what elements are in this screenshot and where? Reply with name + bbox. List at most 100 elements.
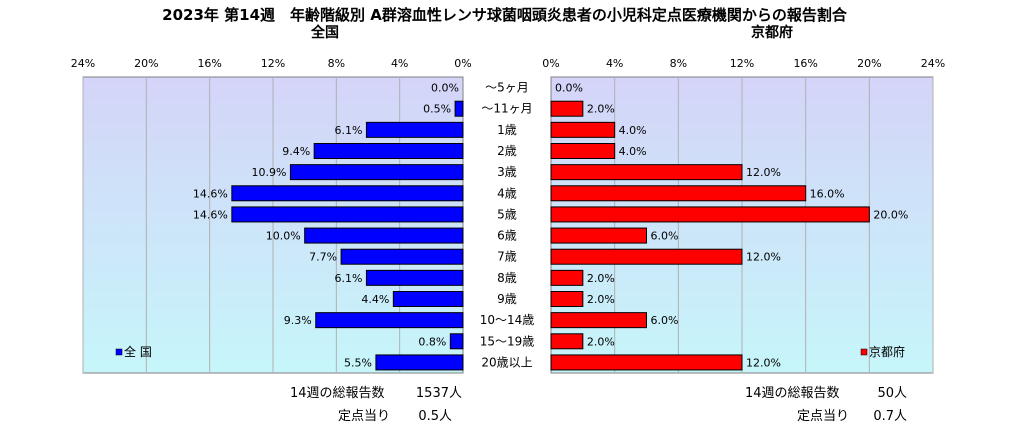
kyoto-bar <box>550 121 616 138</box>
national-data-label: 0.0% <box>431 82 459 95</box>
national-data-label: 14.6% <box>193 208 228 221</box>
national-panel-title: 全国 <box>311 25 339 41</box>
category-label: 8歳 <box>497 271 517 285</box>
category-label: 15～19歳 <box>480 334 535 348</box>
kyoto-data-label: 20.0% <box>873 208 908 221</box>
kyoto-tick-label: 8% <box>670 57 687 70</box>
category-label: ～5ヶ月 <box>485 81 529 95</box>
category-label: ～11ヶ月 <box>481 102 532 116</box>
national-per-site-value: 0.5人 <box>418 409 452 424</box>
kyoto-per-site-label: 定点当り <box>797 409 850 424</box>
kyoto-panel-title: 京都府 <box>751 25 793 41</box>
kyoto-tick-label: 20% <box>857 57 881 70</box>
national-tick-label: 16% <box>197 57 221 70</box>
category-label: 20歳以上 <box>481 355 532 369</box>
category-label: 7歳 <box>497 250 517 264</box>
kyoto-bar <box>550 227 647 244</box>
national-data-label: 10.0% <box>266 230 301 243</box>
kyoto-panel: 0% 4% 8% 12% 16% 20% 24% 0.0% 2.0% 4.0% 4.0% 12.0% 1… <box>542 57 945 374</box>
kyoto-total-value: 50人 <box>877 386 907 401</box>
category-label: 2歳 <box>497 144 517 158</box>
kyoto-data-label: 12.0% <box>746 356 781 369</box>
national-bar <box>365 269 464 286</box>
national-total-label: 14週の総報告数 <box>290 386 385 401</box>
national-bar <box>231 185 464 202</box>
kyoto-data-label: 6.0% <box>651 230 679 243</box>
national-total-value: 1537人 <box>415 386 462 401</box>
kyoto-total-label: 14週の総報告数 <box>745 386 840 401</box>
national-bar <box>454 100 464 117</box>
kyoto-bar <box>550 333 584 350</box>
kyoto-tick-label: 16% <box>793 57 817 70</box>
kyoto-data-label: 12.0% <box>746 166 781 179</box>
category-axis: ～5ヶ月 ～11ヶ月 1歳 2歳 3歳 4歳 5歳 6歳 7歳 8歳 9歳 10～14歳 15～19歳 2… <box>480 81 535 370</box>
national-data-label: 6.1% <box>334 272 362 285</box>
national-per-site-label: 定点当り <box>338 409 391 424</box>
kyoto-data-label: 2.0% <box>587 335 615 348</box>
national-legend-swatch <box>115 348 123 356</box>
kyoto-tick-label: 0% <box>542 57 559 70</box>
national-bar <box>449 333 464 350</box>
national-bar <box>289 164 464 181</box>
national-tick-label: 4% <box>391 57 408 70</box>
national-data-label: 9.3% <box>284 314 312 327</box>
national-bar <box>392 291 464 307</box>
kyoto-data-label: 0.0% <box>555 82 583 95</box>
national-data-label: 14.6% <box>193 187 228 200</box>
category-label: 9歳 <box>497 292 517 306</box>
national-data-label: 5.5% <box>344 356 372 369</box>
kyoto-data-label: 12.0% <box>746 251 781 264</box>
category-label: 10～14歳 <box>480 313 535 327</box>
kyoto-data-label: 16.0% <box>810 187 845 200</box>
kyoto-data-label: 2.0% <box>587 293 615 306</box>
national-data-label: 10.9% <box>251 166 286 179</box>
kyoto-legend-label: 京都府 <box>869 344 905 359</box>
category-label: 6歳 <box>497 229 517 243</box>
national-data-label: 9.4% <box>282 145 310 158</box>
kyoto-bar <box>550 185 807 202</box>
kyoto-bar <box>550 291 584 307</box>
national-tick-label: 8% <box>328 57 345 70</box>
category-label: 4歳 <box>497 186 517 200</box>
kyoto-per-site-value: 0.7人 <box>873 409 907 424</box>
kyoto-data-label: 4.0% <box>619 124 647 137</box>
kyoto-data-label: 6.0% <box>651 314 679 327</box>
national-bar <box>365 121 464 138</box>
national-data-label: 6.1% <box>334 124 362 137</box>
national-data-label: 4.4% <box>361 293 389 306</box>
national-legend-label: 全 国 <box>124 344 152 359</box>
national-data-label: 0.8% <box>418 335 446 348</box>
kyoto-data-label: 2.0% <box>587 103 615 116</box>
category-label: 3歳 <box>497 165 517 179</box>
national-bar <box>231 206 464 223</box>
national-bar <box>340 248 464 265</box>
kyoto-data-label: 4.0% <box>619 145 647 158</box>
kyoto-bar <box>550 354 743 371</box>
kyoto-bar <box>550 206 870 223</box>
national-data-label: 0.5% <box>423 103 451 116</box>
kyoto-bar <box>550 100 584 117</box>
kyoto-tick-label: 24% <box>921 57 945 70</box>
chart-title: 2023年 第14週 年齢階級別 A群溶血性レンサ球菌咽頭炎患者の小児科定点医療… <box>162 6 847 24</box>
national-tick-label: 24% <box>71 57 95 70</box>
kyoto-bar <box>550 143 616 159</box>
category-label: 1歳 <box>497 123 517 137</box>
national-bar <box>304 227 464 244</box>
kyoto-data-label: 2.0% <box>587 272 615 285</box>
kyoto-tick-label: 12% <box>730 57 754 70</box>
national-tick-label: 0% <box>454 57 471 70</box>
national-panel: 0% 4% 8% 12% 16% 20% 24% 0.0% 0.5% 6.1% 9.4% 10.9% 1… <box>71 57 472 374</box>
kyoto-tick-label: 4% <box>606 57 623 70</box>
kyoto-bar <box>550 312 647 329</box>
kyoto-bar <box>550 164 743 181</box>
category-label: 5歳 <box>497 207 517 221</box>
national-bar <box>375 354 464 371</box>
national-bar <box>315 312 464 329</box>
kyoto-bar <box>550 269 584 286</box>
national-data-label: 7.7% <box>309 251 337 264</box>
national-tick-label: 12% <box>261 57 285 70</box>
kyoto-legend-swatch <box>860 348 868 356</box>
national-tick-label: 20% <box>134 57 158 70</box>
